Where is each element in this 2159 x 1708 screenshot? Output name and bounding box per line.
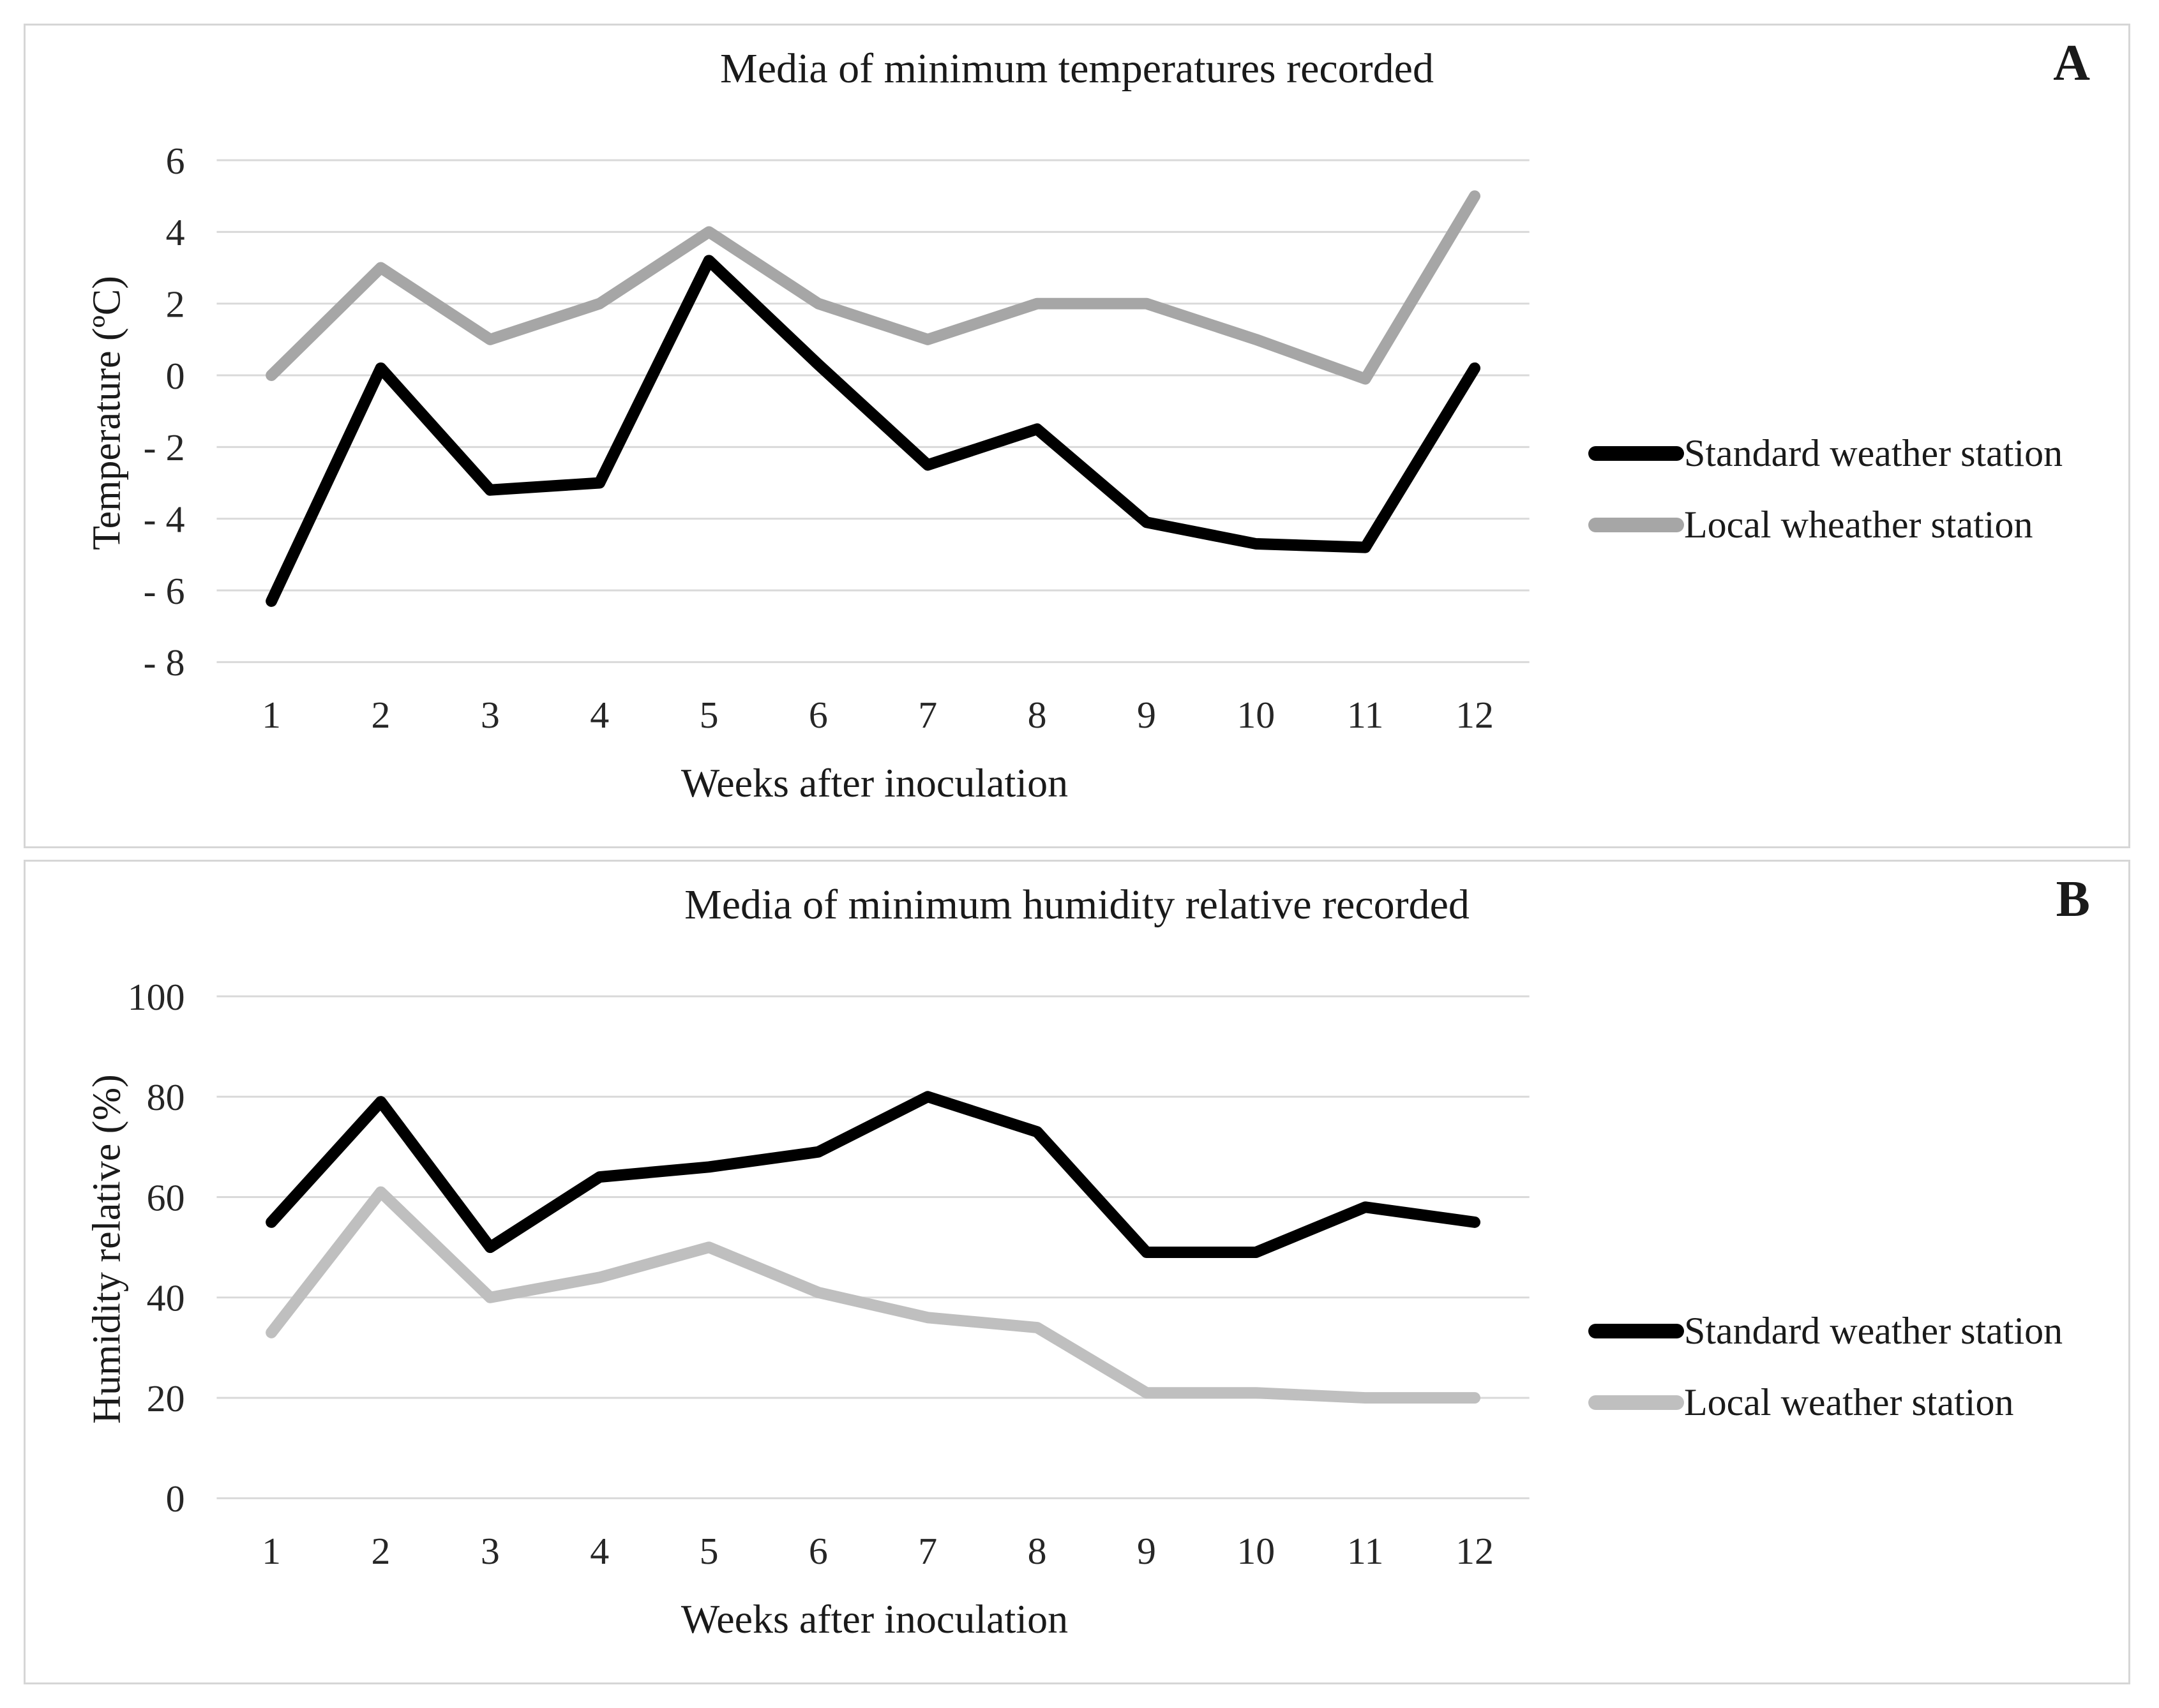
y-tick-label: 2 (166, 283, 185, 326)
series-line (266, 1186, 1481, 1404)
y-tick-label: 20 (147, 1377, 185, 1420)
legend-entry: Standard weather station (1588, 1310, 2063, 1352)
x-tick-label: 12 (1456, 1530, 1494, 1572)
x-tick-label: 3 (481, 1530, 500, 1572)
chart-b-y-axis-title: Humidity relative (%) (85, 1074, 129, 1424)
x-tick-label: 2 (372, 1530, 391, 1572)
x-tick-label: 10 (1237, 694, 1275, 736)
legend-label: Local weather station (1684, 1381, 2014, 1423)
panel-a-label: A (2053, 35, 2090, 91)
chart-a-title: Media of minimum temperatures recorded (720, 45, 1434, 92)
x-tick-label: 8 (1028, 1530, 1047, 1572)
panel-b-label: B (2056, 871, 2090, 927)
y-tick-label: - 6 (144, 570, 185, 612)
y-tick-label: 80 (147, 1076, 185, 1118)
x-tick-label: 1 (262, 1530, 281, 1572)
legend-label: Standard weather station (1684, 431, 2063, 474)
x-tick-label: 9 (1137, 1530, 1156, 1572)
x-tick-label: 2 (372, 694, 391, 736)
legend-label: Local wheather station (1684, 503, 2033, 546)
chart-a-x-axis-title: Weeks after inoculation (681, 760, 1069, 805)
x-tick-label: 9 (1137, 694, 1156, 736)
x-tick-label: 6 (809, 1530, 828, 1572)
y-tick-label: 100 (128, 976, 185, 1018)
y-tick-label: 6 (166, 140, 185, 182)
series-line (266, 1091, 1481, 1259)
chart-b-x-axis-title: Weeks after inoculation (681, 1596, 1069, 1642)
chart-a-legend: Standard weather station Local wheather … (1588, 432, 2063, 575)
x-tick-label: 5 (700, 1530, 719, 1572)
y-tick-label: - 2 (144, 426, 185, 468)
panel-b: 100 80 60 40 20 0 1 2 3 4 5 6 7 8 9 10 11 12 Media of min… (24, 860, 2130, 1684)
standard-series-line-sample-icon (1588, 1323, 1684, 1338)
x-tick-label: 10 (1237, 1530, 1275, 1572)
x-tick-label: 4 (590, 1530, 609, 1572)
y-tick-label: - 8 (144, 641, 185, 684)
chart-b-legend: Standard weather station Local weather s… (1588, 1310, 2063, 1453)
x-tick-label: 11 (1347, 694, 1384, 736)
legend-entry: Local weather station (1588, 1381, 2063, 1423)
x-tick-label: 4 (590, 694, 609, 736)
legend-label: Standard weather station (1684, 1309, 2063, 1352)
x-tick-label: 7 (918, 1530, 937, 1572)
x-tick-label: 6 (809, 694, 828, 736)
x-tick-label: 3 (481, 694, 500, 736)
y-tick-label: 60 (147, 1177, 185, 1219)
y-tick-label: 0 (166, 355, 185, 397)
y-tick-label: 40 (147, 1277, 185, 1319)
standard-series-line-sample-icon (1588, 446, 1684, 461)
y-tick-label: 4 (166, 211, 185, 253)
series-line (266, 190, 1481, 385)
legend-entry: Local wheather station (1588, 504, 2063, 546)
chart-a-y-axis-title: Temperature (ºC) (85, 276, 129, 550)
y-tick-label: 0 (166, 1478, 185, 1520)
chart-b-title: Media of minimum humidity relative recor… (684, 881, 1470, 928)
x-tick-label: 12 (1456, 694, 1494, 736)
x-tick-label: 8 (1028, 694, 1047, 736)
x-tick-label: 1 (262, 694, 281, 736)
legend-entry: Standard weather station (1588, 432, 2063, 474)
local-series-line-sample-icon (1588, 1395, 1684, 1410)
x-tick-label: 5 (700, 694, 719, 736)
series-line (266, 255, 1481, 607)
local-series-line-sample-icon (1588, 517, 1684, 532)
x-tick-label: 7 (918, 694, 937, 736)
x-tick-label: 11 (1347, 1530, 1384, 1572)
y-tick-label: - 4 (144, 498, 185, 541)
